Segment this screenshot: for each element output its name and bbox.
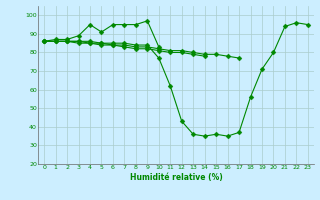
X-axis label: Humidité relative (%): Humidité relative (%) [130, 173, 222, 182]
